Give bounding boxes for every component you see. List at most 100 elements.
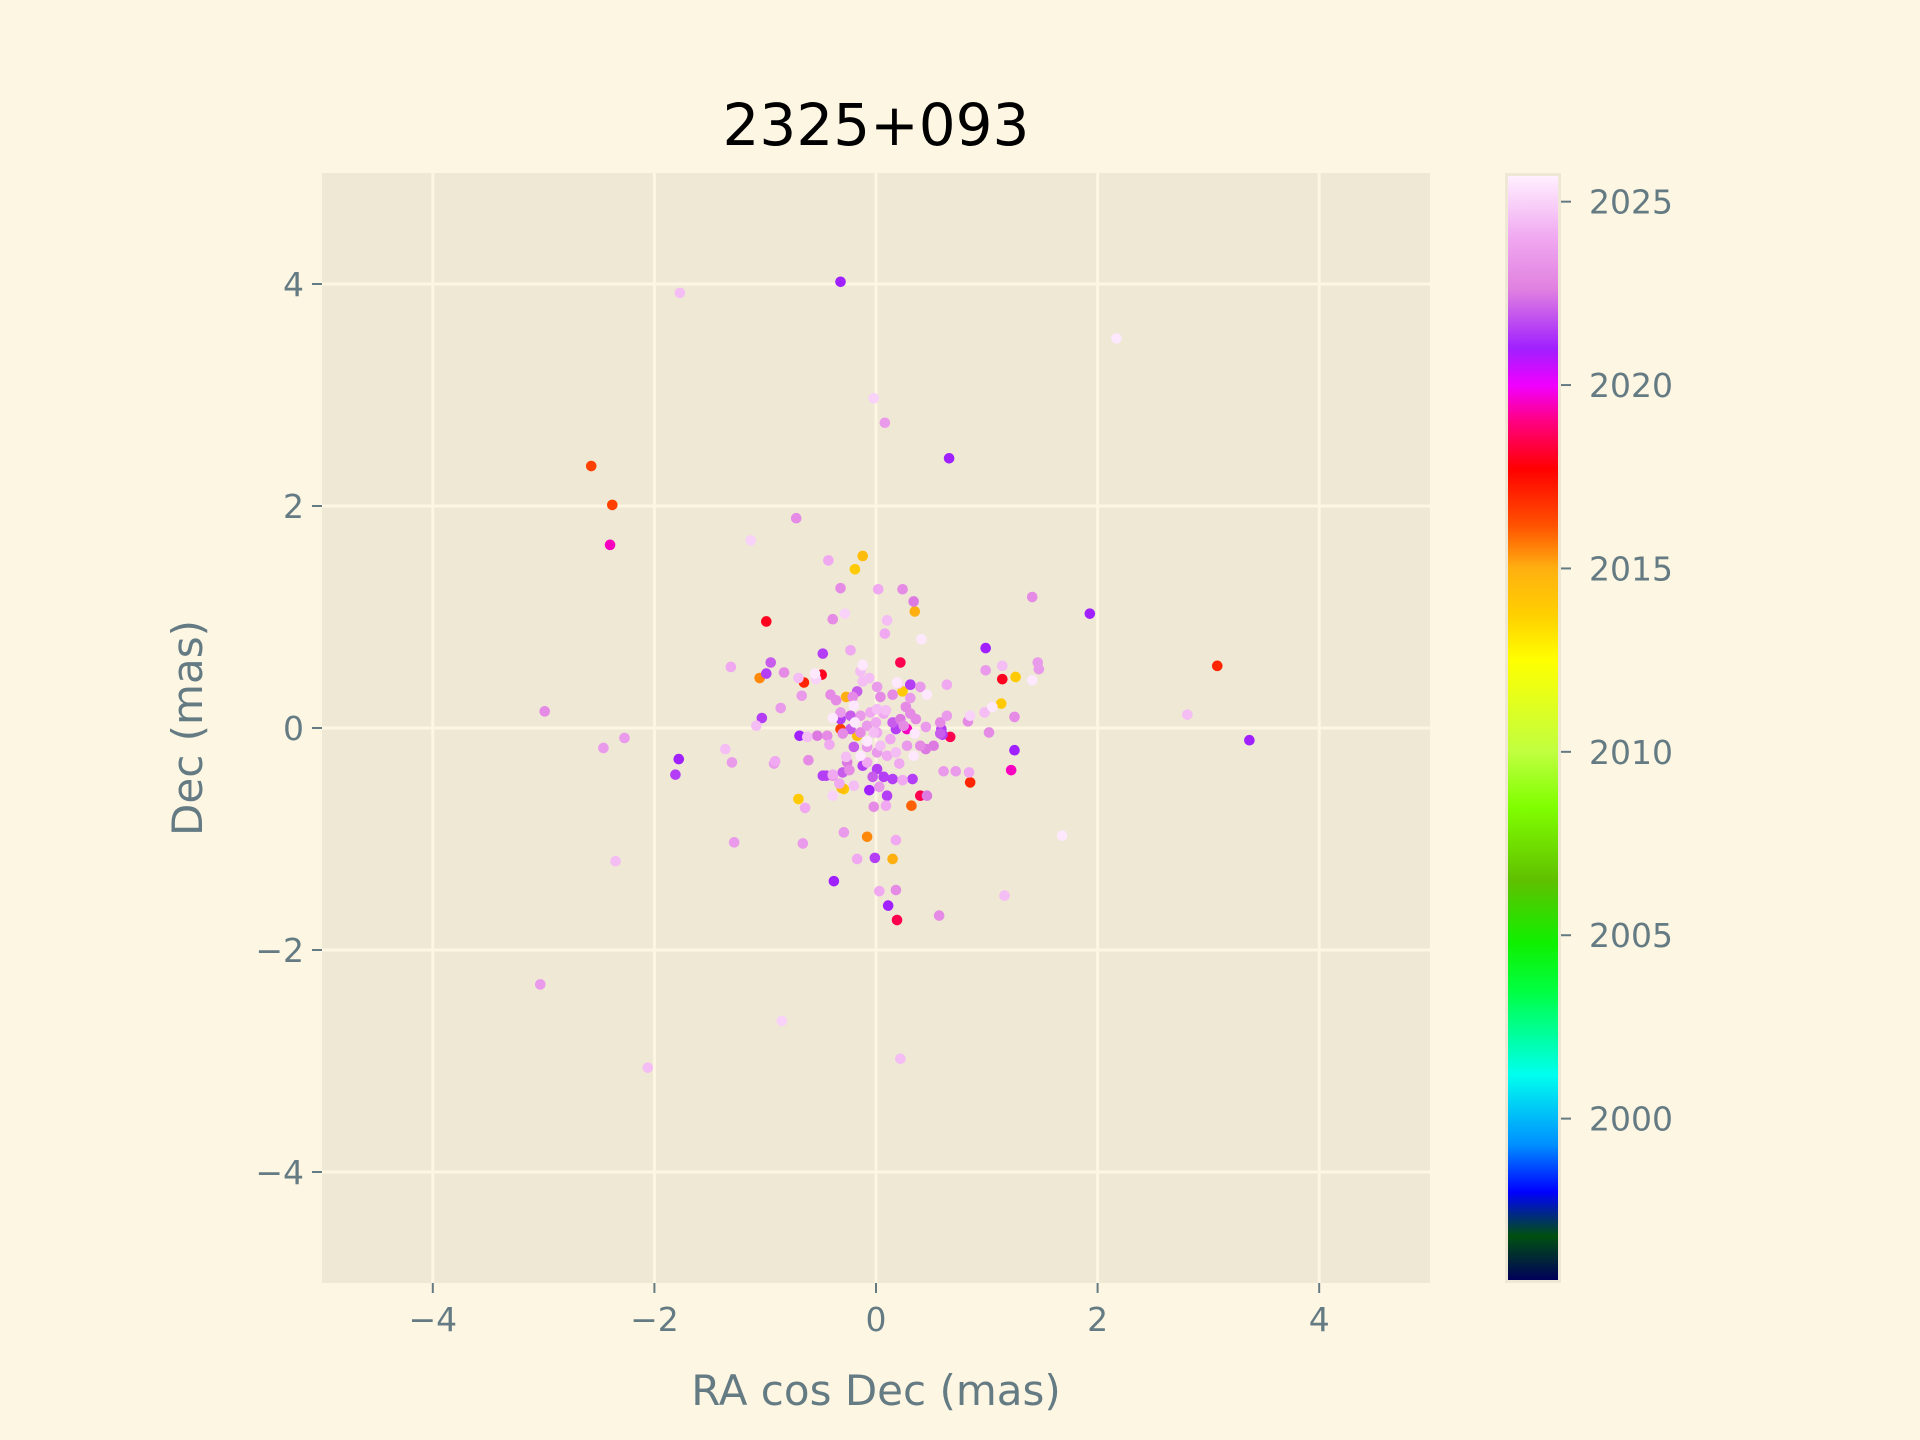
data-point <box>1182 709 1193 720</box>
data-point <box>879 628 891 639</box>
data-point <box>539 706 551 717</box>
data-point <box>897 774 908 786</box>
data-point <box>941 679 953 691</box>
data-point <box>1033 663 1045 675</box>
data-point <box>1244 734 1255 746</box>
data-point <box>916 633 927 645</box>
data-point <box>765 657 777 668</box>
colorbar-ticks: 2000 2005 2010 2015 2020 2025 <box>1561 183 1673 1139</box>
data-point <box>921 790 933 802</box>
y-tick-label: 0 <box>283 709 304 748</box>
chart-title: 2325+093 <box>723 91 1030 159</box>
data-point <box>1111 333 1122 344</box>
data-point <box>585 460 597 472</box>
data-point <box>915 681 926 693</box>
data-point <box>534 979 546 990</box>
data-point <box>823 555 834 566</box>
y-tick-label: −4 <box>255 1153 304 1192</box>
colorbar-tick-label: 2025 <box>1589 183 1673 222</box>
data-point <box>834 778 845 789</box>
data-point <box>1026 591 1038 603</box>
data-point <box>891 914 903 926</box>
data-point <box>908 596 919 607</box>
y-tick-label: 4 <box>283 265 304 304</box>
data-point <box>776 1015 788 1027</box>
data-point <box>849 563 861 575</box>
data-point <box>979 707 990 718</box>
data-point <box>793 793 804 805</box>
data-point <box>890 747 902 758</box>
data-point <box>950 765 962 777</box>
data-point <box>868 727 880 738</box>
data-point <box>895 1053 906 1065</box>
colorbar <box>1508 176 1558 1280</box>
data-point <box>803 754 814 766</box>
data-point <box>1026 674 1038 686</box>
data-point <box>799 802 811 814</box>
data-point <box>769 756 781 767</box>
data-point <box>874 781 885 793</box>
data-point <box>827 613 839 625</box>
data-point <box>778 667 790 678</box>
data-point <box>604 539 616 551</box>
data-point <box>756 712 768 724</box>
y-axis-label: Dec (mas) <box>163 620 212 836</box>
data-point <box>840 751 852 763</box>
data-point <box>921 689 933 700</box>
data-point <box>817 648 829 659</box>
x-axis-label: RA cos Dec (mas) <box>691 1366 1061 1415</box>
data-point <box>980 664 991 676</box>
data-point <box>606 499 618 511</box>
y-axis-ticks: −4 −2 0 2 4 <box>255 265 322 1192</box>
data-point <box>857 659 869 671</box>
data-point <box>828 875 840 887</box>
data-point <box>987 701 998 713</box>
data-point <box>796 690 808 702</box>
data-point <box>909 606 921 617</box>
data-point <box>878 771 890 783</box>
data-point <box>861 720 873 732</box>
data-point <box>882 900 894 911</box>
data-point <box>848 741 860 753</box>
data-point <box>725 661 737 673</box>
data-point <box>897 686 908 697</box>
colorbar-tick-label: 2020 <box>1589 366 1673 405</box>
data-point <box>761 616 772 627</box>
data-point <box>900 701 912 713</box>
data-point <box>726 757 738 768</box>
data-point <box>761 668 772 679</box>
data-point <box>1084 608 1096 619</box>
data-point <box>835 582 846 594</box>
data-point <box>934 728 946 739</box>
data-point <box>598 742 609 754</box>
data-point <box>720 743 731 755</box>
data-point <box>855 750 866 762</box>
data-point <box>793 672 804 684</box>
data-point <box>901 740 913 752</box>
data-point <box>871 681 883 693</box>
data-point <box>794 730 805 742</box>
x-tick-label: −4 <box>408 1300 457 1339</box>
data-point <box>864 784 875 796</box>
data-point <box>983 727 995 738</box>
x-axis-ticks: −4 −2 0 2 4 <box>408 1283 1330 1339</box>
data-point <box>908 750 919 762</box>
data-point <box>895 657 906 668</box>
data-point <box>909 728 921 739</box>
data-point <box>619 732 630 744</box>
data-point <box>835 276 846 288</box>
data-point <box>868 801 880 813</box>
colorbar-tick-label: 2005 <box>1589 916 1673 955</box>
data-point <box>881 615 893 626</box>
data-point <box>999 890 1010 901</box>
data-point <box>872 583 884 595</box>
data-point <box>857 676 869 687</box>
data-point <box>897 583 908 595</box>
data-point <box>887 853 898 865</box>
data-point <box>855 727 866 738</box>
data-point <box>928 740 939 752</box>
data-point <box>790 512 802 524</box>
colorbar-tick-label: 2015 <box>1589 549 1673 588</box>
data-point <box>887 773 898 785</box>
data-point <box>941 710 953 722</box>
